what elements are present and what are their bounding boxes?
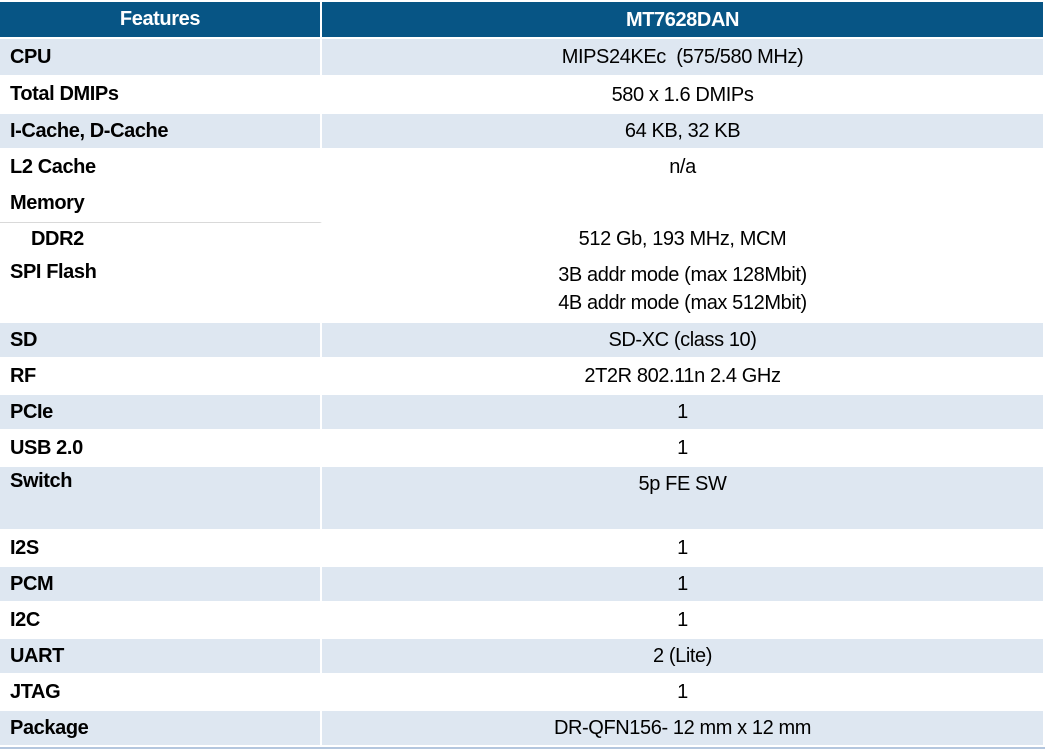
row-cpu: CPU MIPS24KEc (575/580 MHz) (0, 39, 1045, 77)
row-jtag: JTAG 1 (0, 675, 1045, 711)
row-pcm: PCM 1 (0, 567, 1045, 603)
row-switch: Switch 5p FE SW (0, 467, 1045, 531)
feature-value: SD-XC (class 10) (322, 323, 1043, 359)
table-header-row: Features MT7628DAN (0, 2, 1045, 39)
feature-label: USB 2.0 (0, 431, 322, 467)
feature-value: 2 (Lite) (322, 639, 1043, 675)
feature-value (322, 186, 1043, 222)
feature-label: Memory (0, 186, 322, 222)
header-mt7628dan: MT7628DAN (322, 2, 1043, 39)
feature-value: 1 (322, 395, 1043, 431)
header-features: Features (0, 2, 322, 39)
row-i2c: I2C 1 (0, 603, 1045, 639)
feature-value: DR-QFN156- 12 mm x 12 mm (322, 711, 1043, 747)
feature-value: 1 (322, 531, 1043, 567)
feature-label: DDR2 (0, 222, 322, 258)
row-spi-flash: SPI Flash 3B addr mode (max 128Mbit) 4B … (0, 258, 1045, 323)
feature-label: UART (0, 639, 322, 675)
feature-label: JTAG (0, 675, 322, 711)
row-usb: USB 2.0 1 (0, 431, 1045, 467)
feature-label: SD (0, 323, 322, 359)
row-uart: UART 2 (Lite) (0, 639, 1045, 675)
row-memory: Memory (0, 186, 1045, 222)
feature-value: 1 (322, 603, 1043, 639)
row-l2-cache: L2 Cache n/a (0, 150, 1045, 186)
row-ddr2: DDR2 512 Gb, 193 MHz, MCM (0, 222, 1045, 258)
row-icache-dcache: I-Cache, D-Cache 64 KB, 32 KB (0, 114, 1045, 150)
feature-label: Total DMIPs (0, 77, 322, 114)
feature-value: 580 x 1.6 DMIPs (322, 77, 1043, 114)
feature-label: Package (0, 711, 322, 747)
feature-value: 512 Gb, 193 MHz, MCM (322, 222, 1043, 258)
feature-value: MIPS24KEc (575/580 MHz) (322, 39, 1043, 77)
feature-value: 1 (322, 567, 1043, 603)
feature-label: PCIe (0, 395, 322, 431)
row-rf: RF 2T2R 802.11n 2.4 GHz (0, 359, 1045, 395)
feature-value: 2T2R 802.11n 2.4 GHz (322, 359, 1043, 395)
feature-label: L2 Cache (0, 150, 322, 186)
feature-label: SPI Flash (0, 258, 322, 323)
feature-label: Switch (0, 467, 322, 531)
table-bottom-border (0, 747, 1045, 749)
row-total-dmips: Total DMIPs 580 x 1.6 DMIPs (0, 77, 1045, 114)
feature-value: 5p FE SW (322, 467, 1043, 531)
feature-label: I2S (0, 531, 322, 567)
feature-label: I-Cache, D-Cache (0, 114, 322, 150)
feature-label: CPU (0, 39, 322, 77)
feature-value: 1 (322, 431, 1043, 467)
row-package: Package DR-QFN156- 12 mm x 12 mm (0, 711, 1045, 747)
feature-value: n/a (322, 150, 1043, 186)
feature-value: 3B addr mode (max 128Mbit) 4B addr mode … (322, 258, 1043, 323)
feature-label: I2C (0, 603, 322, 639)
row-i2s: I2S 1 (0, 531, 1045, 567)
feature-value: 1 (322, 675, 1043, 711)
feature-value: 64 KB, 32 KB (322, 114, 1043, 150)
row-sd: SD SD-XC (class 10) (0, 323, 1045, 359)
feature-label: PCM (0, 567, 322, 603)
feature-label: RF (0, 359, 322, 395)
row-pcie: PCIe 1 (0, 395, 1045, 431)
